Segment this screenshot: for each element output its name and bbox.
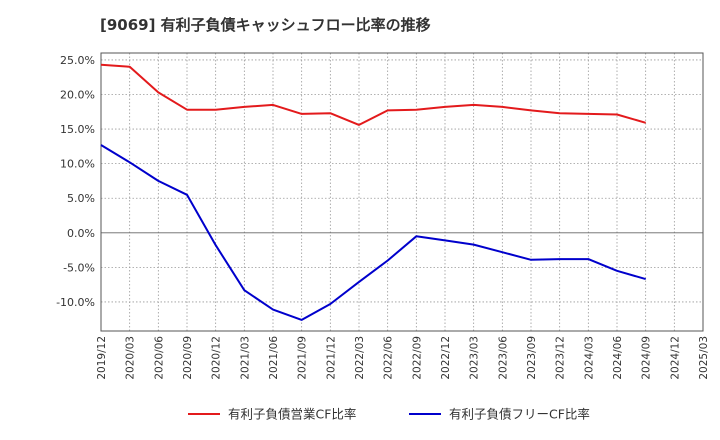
y-tick-label: 10.0%: [60, 158, 95, 171]
series-line-1: [100, 63, 646, 126]
y-tick-label: 15.0%: [60, 123, 95, 136]
plot-area: [100, 52, 704, 332]
legend: 有利子負債営業CF比率 有利子負債フリーCF比率: [188, 407, 590, 422]
x-tick-label: 2021/12: [325, 336, 337, 380]
y-tick-label: -10.0%: [56, 296, 95, 309]
grid-lines: [101, 53, 703, 331]
x-tick-label: 2020/06: [153, 336, 165, 380]
y-tick-label: 5.0%: [67, 192, 95, 205]
x-tick-label: 2020/09: [182, 336, 194, 380]
y-axis-ticks: 25.0% 20.0% 15.0% 10.0% 5.0% 0.0% -5.0% -10.0%: [56, 54, 95, 309]
x-tick-label: 2023/09: [526, 336, 538, 380]
x-tick-label: 2022/03: [354, 336, 366, 380]
x-axis-ticks: 2019/12 2020/03 2020/06 2020/09 2020/12 2021/…: [96, 336, 710, 380]
x-tick-label: 2021/03: [239, 336, 251, 380]
x-tick-label: 2024/06: [612, 336, 624, 380]
x-tick-label: 2023/12: [555, 336, 567, 380]
y-tick-label: -5.0%: [63, 261, 95, 274]
series-lines: [100, 63, 646, 321]
y-tick-label: 20.0%: [60, 88, 95, 101]
x-tick-label: 2019/12: [96, 336, 108, 380]
x-tick-label: 2022/09: [411, 336, 423, 380]
x-tick-label: 2022/12: [440, 336, 452, 380]
x-tick-label: 2023/06: [497, 336, 509, 380]
x-tick-label: 2024/03: [583, 336, 595, 380]
series-line-2: [100, 144, 646, 321]
x-tick-label: 2020/03: [125, 336, 137, 380]
y-tick-label: 25.0%: [60, 54, 95, 67]
y-tick-label: 0.0%: [67, 227, 95, 240]
x-tick-label: 2020/12: [211, 336, 223, 380]
legend-label-1: 有利子負債営業CF比率: [228, 407, 356, 422]
x-tick-label: 2024/09: [641, 336, 653, 380]
x-tick-label: 2024/12: [669, 336, 681, 380]
x-tick-label: 2021/06: [268, 336, 280, 380]
x-tick-label: 2022/06: [383, 336, 395, 380]
chart-title: [9069] 有利子負債キャッシュフロー比率の推移: [100, 16, 431, 34]
legend-label-2: 有利子負債フリーCF比率: [449, 407, 590, 422]
x-tick-label: 2023/03: [469, 336, 481, 380]
x-tick-label: 2021/09: [297, 336, 309, 380]
x-tick-label: 2025/03: [698, 336, 710, 380]
